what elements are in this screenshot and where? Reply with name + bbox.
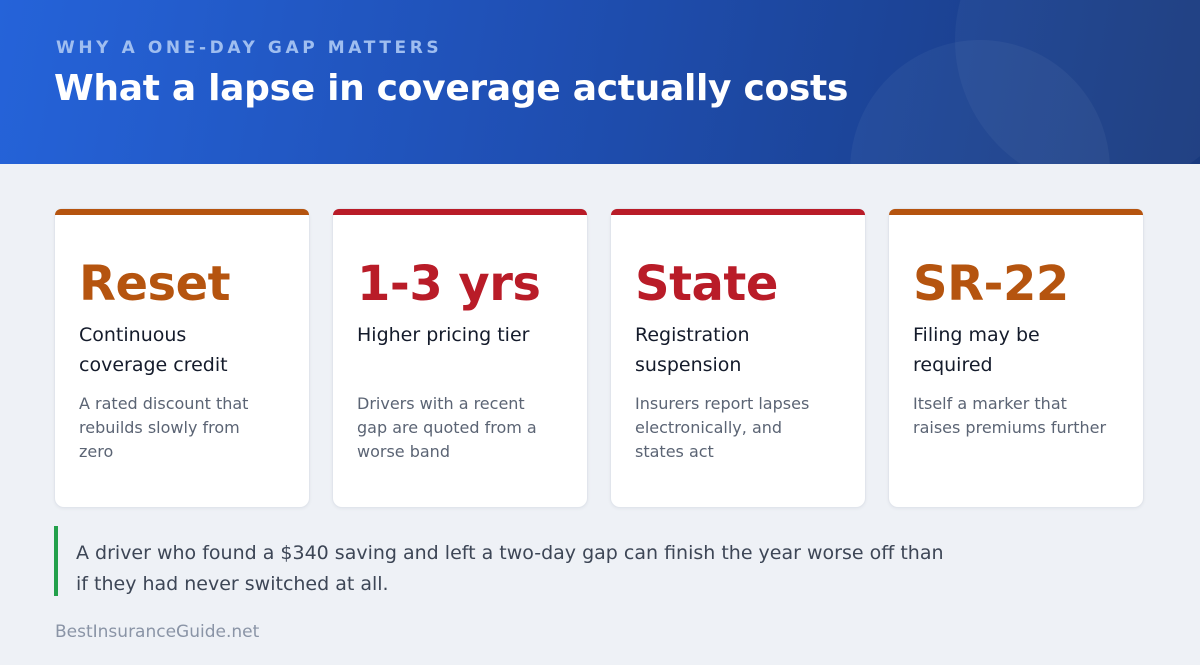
card-headline: State — [635, 256, 778, 312]
card-accent-bar — [611, 209, 865, 215]
card-accent-bar — [333, 209, 587, 215]
card-description: Insurers report lapses electronically, a… — [635, 394, 810, 461]
card-headline: SR-22 — [913, 256, 1069, 312]
cards-row: Reset Continuous coverage credit A rated… — [54, 208, 1144, 508]
decorative-circle — [955, 0, 1200, 164]
card-subtitle: Continuous coverage credit — [79, 324, 228, 376]
page-title: What a lapse in coverage actually costs — [54, 68, 849, 109]
card-accent-bar — [55, 209, 309, 215]
eyebrow-label: WHY A ONE-DAY GAP MATTERS — [56, 38, 443, 58]
card-subtitle: Higher pricing tier — [357, 324, 530, 346]
callout-note: A driver who found a $340 saving and lef… — [54, 526, 954, 596]
card-reset: Reset Continuous coverage credit A rated… — [54, 208, 310, 508]
card-headline: 1-3 yrs — [357, 256, 541, 312]
card-subtitle: Registration suspension — [635, 324, 750, 376]
card-accent-bar — [889, 209, 1143, 215]
card-headline: Reset — [79, 256, 231, 312]
card-state: State Registration suspension Insurers r… — [610, 208, 866, 508]
header-banner: WHY A ONE-DAY GAP MATTERS What a lapse i… — [0, 0, 1200, 164]
card-description: A rated discount that rebuilds slowly fr… — [79, 394, 249, 461]
card-description: Drivers with a recent gap are quoted fro… — [357, 394, 537, 461]
card-pricing-tier: 1-3 yrs Higher pricing tier Drivers with… — [332, 208, 588, 508]
card-description: Itself a marker that raises premiums fur… — [913, 394, 1107, 437]
footer-brand: BestInsuranceGuide.net — [55, 622, 260, 642]
card-sr22: SR-22 Filing may be required Itself a ma… — [888, 208, 1144, 508]
card-subtitle: Filing may be required — [913, 324, 1040, 376]
